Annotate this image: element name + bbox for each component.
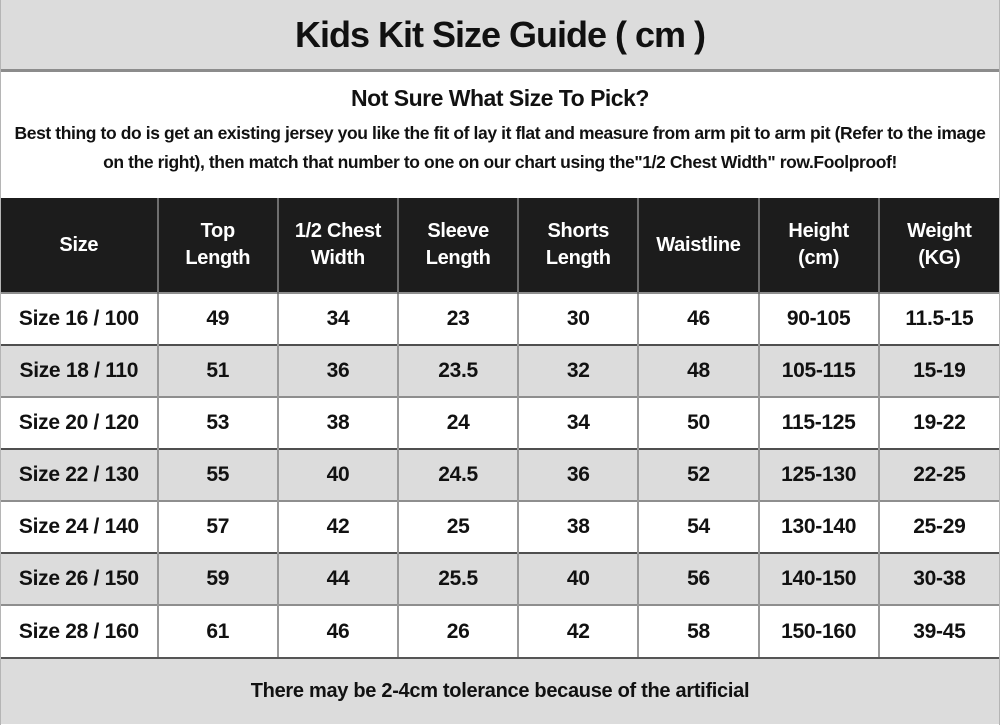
value-cell: 105-115 bbox=[757, 344, 879, 397]
value-cell: 11.5-15 bbox=[877, 292, 999, 345]
intro-heading: Not Sure What Size To Pick? bbox=[351, 85, 649, 111]
value-cell: 25 bbox=[397, 500, 519, 553]
column-header: Height (cm) bbox=[757, 198, 879, 293]
column-header: Waistline bbox=[637, 198, 759, 293]
value-cell: 36 bbox=[276, 344, 399, 397]
value-cell: 54 bbox=[637, 500, 759, 553]
value-cell: 40 bbox=[276, 448, 399, 501]
value-cell: 30 bbox=[517, 292, 639, 345]
value-cell: 36 bbox=[517, 448, 639, 501]
footer-note: There may be 2-4cm tolerance because of … bbox=[250, 680, 750, 702]
value-cell: 115-125 bbox=[757, 396, 879, 449]
value-cell: 39-45 bbox=[877, 604, 999, 657]
intro-section: Not Sure What Size To Pick? Best thing t… bbox=[1, 72, 999, 198]
value-cell: 46 bbox=[637, 292, 759, 345]
table-row: Size 20 / 120 53 38 24 34 50 115-125 19-22 bbox=[1, 396, 999, 449]
value-cell: 53 bbox=[156, 396, 278, 449]
value-cell: 34 bbox=[517, 396, 639, 449]
value-cell: 24.5 bbox=[397, 448, 519, 501]
table-row: Size 26 / 150 59 44 25.5 40 56 140-150 30-38 bbox=[1, 552, 999, 605]
column-header: Shorts Length bbox=[517, 198, 639, 293]
page-title: Kids Kit Size Guide ( cm ) bbox=[294, 13, 706, 55]
table-row: Size 22 / 130 55 40 24.5 36 52 125-130 22-25 bbox=[1, 448, 999, 501]
size-cell: Size 22 / 130 bbox=[1, 448, 158, 501]
value-cell: 58 bbox=[637, 604, 759, 657]
value-cell: 150-160 bbox=[757, 604, 879, 657]
value-cell: 59 bbox=[156, 552, 278, 605]
value-cell: 55 bbox=[156, 448, 278, 501]
column-header: Weight (KG) bbox=[877, 198, 999, 293]
value-cell: 44 bbox=[276, 552, 399, 605]
value-cell: 19-22 bbox=[877, 396, 999, 449]
value-cell: 90-105 bbox=[757, 292, 879, 345]
value-cell: 38 bbox=[276, 396, 399, 449]
value-cell: 23 bbox=[397, 292, 519, 345]
value-cell: 52 bbox=[637, 448, 759, 501]
value-cell: 57 bbox=[156, 500, 278, 553]
column-header: Top Length bbox=[156, 198, 278, 293]
value-cell: 48 bbox=[637, 344, 759, 397]
intro-body: Best thing to do is get an existing jers… bbox=[14, 123, 986, 172]
value-cell: 42 bbox=[517, 604, 639, 657]
footer-note-bar: There may be 2-4cm tolerance because of … bbox=[1, 657, 999, 724]
table-row: Size 24 / 140 57 42 25 38 54 130-140 25-29 bbox=[1, 500, 999, 553]
column-header: Size bbox=[1, 198, 158, 293]
value-cell: 38 bbox=[517, 500, 639, 553]
size-cell: Size 24 / 140 bbox=[1, 500, 158, 553]
size-cell: Size 18 / 110 bbox=[1, 344, 158, 397]
header-row: Size Top Length 1/2 Chest Width Sleeve Leng… bbox=[1, 198, 999, 293]
value-cell: 23.5 bbox=[397, 344, 519, 397]
value-cell: 46 bbox=[276, 604, 399, 657]
size-cell: Size 16 / 100 bbox=[1, 292, 158, 345]
value-cell: 34 bbox=[276, 292, 399, 345]
value-cell: 26 bbox=[397, 604, 519, 657]
table-row: Size 18 / 110 51 36 23.5 32 48 105-115 15-19 bbox=[1, 344, 999, 397]
table-row: Size 16 / 100 49 34 23 30 46 90-105 11.5-15 bbox=[1, 292, 999, 345]
value-cell: 30-38 bbox=[877, 552, 999, 605]
value-cell: 42 bbox=[276, 500, 399, 553]
column-header: 1/2 Chest Width bbox=[276, 198, 399, 293]
value-cell: 50 bbox=[637, 396, 759, 449]
value-cell: 24 bbox=[397, 396, 519, 449]
size-table: Size Top Length 1/2 Chest Width Sleeve Leng… bbox=[1, 198, 999, 657]
size-cell: Size 20 / 120 bbox=[1, 396, 158, 449]
value-cell: 51 bbox=[156, 344, 278, 397]
value-cell: 40 bbox=[517, 552, 639, 605]
value-cell: 61 bbox=[156, 604, 278, 657]
value-cell: 140-150 bbox=[757, 552, 879, 605]
value-cell: 32 bbox=[517, 344, 639, 397]
title-bar: Kids Kit Size Guide ( cm ) bbox=[1, 0, 999, 72]
value-cell: 130-140 bbox=[757, 500, 879, 553]
size-table-body: Size 16 / 100 49 34 23 30 46 90-105 11.5-15 Size… bbox=[1, 292, 999, 657]
value-cell: 22-25 bbox=[877, 448, 999, 501]
value-cell: 49 bbox=[156, 292, 278, 345]
size-cell: Size 28 / 160 bbox=[1, 604, 158, 657]
value-cell: 25.5 bbox=[397, 552, 519, 605]
table-row: Size 28 / 160 61 46 26 42 58 150-160 39-45 bbox=[1, 604, 999, 657]
size-cell: Size 26 / 150 bbox=[1, 552, 158, 605]
value-cell: 15-19 bbox=[877, 344, 999, 397]
column-header: Sleeve Length bbox=[397, 198, 519, 293]
value-cell: 25-29 bbox=[877, 500, 999, 553]
value-cell: 125-130 bbox=[757, 448, 879, 501]
value-cell: 56 bbox=[637, 552, 759, 605]
